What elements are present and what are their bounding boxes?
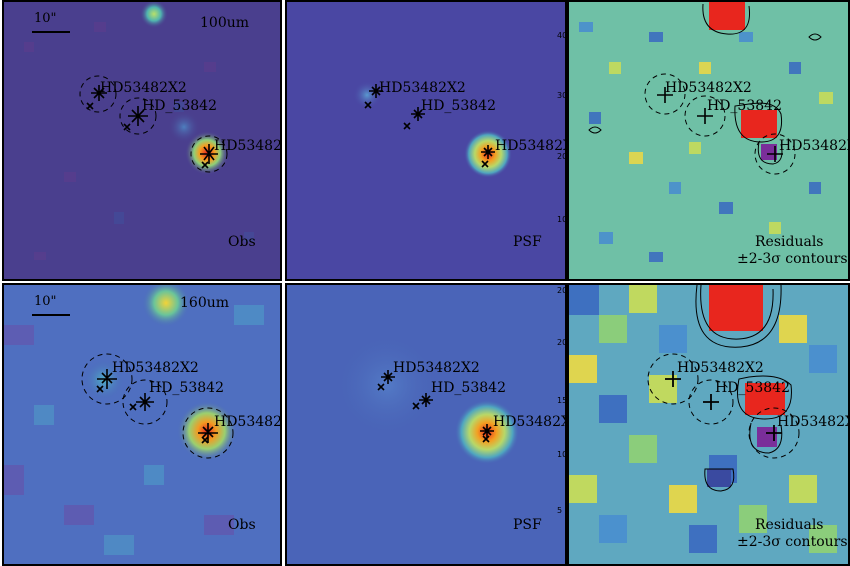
aperture-circle xyxy=(748,407,800,459)
aperture-circle xyxy=(81,353,133,405)
source-label-x2: HD53482X2 xyxy=(677,360,764,376)
panel-residuals-100um: HD53482X2 HD_53842 HD53482X Residuals ±2… xyxy=(567,0,850,281)
contour-note: ±2-3σ contours xyxy=(737,534,848,550)
axis-tick: 20 xyxy=(557,286,565,295)
obs-160um-image xyxy=(4,285,280,564)
panel-obs-160um: 10" 160um HD53482X2 HD_53842 HD53482X Ob… xyxy=(2,283,282,566)
panel-residuals-160um: HD53482X2 HD_53842 HD53482X Residuals ±2… xyxy=(567,283,850,566)
scale-label: 10" xyxy=(34,294,57,309)
residuals-100um-image xyxy=(569,2,848,279)
aperture-circle xyxy=(644,73,686,115)
source-label-x2: HD53482X2 xyxy=(112,360,199,376)
psf-100um-image: 40 30 20 10 xyxy=(287,2,565,279)
scale-label: 10" xyxy=(34,11,57,26)
aperture-circle xyxy=(122,379,168,425)
axis-tick: 40 xyxy=(557,31,565,40)
aperture-circle xyxy=(684,95,726,137)
aperture-circle xyxy=(754,133,796,175)
panel-psf-100um: 40 30 20 10 HD53482X2 HD_53842 HD53482X … xyxy=(285,0,567,281)
source-label-hd53842: HD_53842 xyxy=(431,380,506,396)
source-label-x: HD53482X xyxy=(777,414,850,430)
source-label-x2: HD53482X2 xyxy=(393,360,480,376)
aperture-circle xyxy=(79,75,117,113)
psf-160um-image: 20 20 15 10 5 xyxy=(287,285,565,564)
panel-label-obs: Obs xyxy=(228,234,256,250)
aperture-circle xyxy=(688,379,734,425)
aperture-circle xyxy=(119,97,157,135)
residual-peak xyxy=(709,2,745,30)
source-label-hd53842: HD_53842 xyxy=(707,98,782,114)
axis-tick: 20 xyxy=(557,338,565,347)
axis-tick: 10 xyxy=(557,450,565,459)
source-label-x: HD53482X xyxy=(214,414,282,430)
source-label-x2: HD53482X2 xyxy=(379,80,466,96)
source-label-hd53842: HD_53842 xyxy=(149,380,224,396)
aperture-circle xyxy=(190,135,228,173)
aperture-circle xyxy=(647,353,699,405)
residual-peak xyxy=(745,383,785,415)
axis-tick: 20 xyxy=(557,152,565,161)
source-label-x: HD53482X xyxy=(495,138,567,154)
source-label-x2: HD53482X2 xyxy=(665,80,752,96)
panel-label-residuals: Residuals xyxy=(755,234,824,250)
source-label-hd53842: HD_53842 xyxy=(142,98,217,114)
panel-label-obs: Obs xyxy=(228,517,256,533)
panel-psf-160um: 20 20 15 10 5 HD53482X2 HD_53842 HD53482… xyxy=(285,283,567,566)
axis-tick: 15 xyxy=(557,396,565,405)
panel-label-psf: PSF xyxy=(513,234,542,250)
source-label-x: HD53482X xyxy=(779,138,850,154)
axis-tick: 30 xyxy=(557,91,565,100)
panel-label-psf: PSF xyxy=(513,517,542,533)
residual-peak xyxy=(741,110,777,138)
residual-peak xyxy=(709,285,763,331)
band-label-100um: 100um xyxy=(200,15,250,31)
source-label-x: HD53482X xyxy=(493,414,567,430)
axis-tick: 5 xyxy=(557,506,562,515)
source-label-hd53842: HD_53842 xyxy=(421,98,496,114)
source-label-x: HD53482X xyxy=(214,138,282,154)
band-label-160um: 160um xyxy=(180,295,230,311)
axis-tick: 10 xyxy=(557,215,565,224)
contour-note: ±2-3σ contours xyxy=(737,251,848,267)
obs-100um-image xyxy=(4,2,280,279)
panel-obs-100um: 10" 100um HD53482X2 HD_53842 HD53482X Ob… xyxy=(2,0,282,281)
aperture-circle xyxy=(182,407,234,459)
residuals-160um-image xyxy=(569,285,848,564)
source-label-hd53842: HD_53842 xyxy=(715,380,790,396)
panel-label-residuals: Residuals xyxy=(755,517,824,533)
source-label-x2: HD53482X2 xyxy=(100,80,187,96)
